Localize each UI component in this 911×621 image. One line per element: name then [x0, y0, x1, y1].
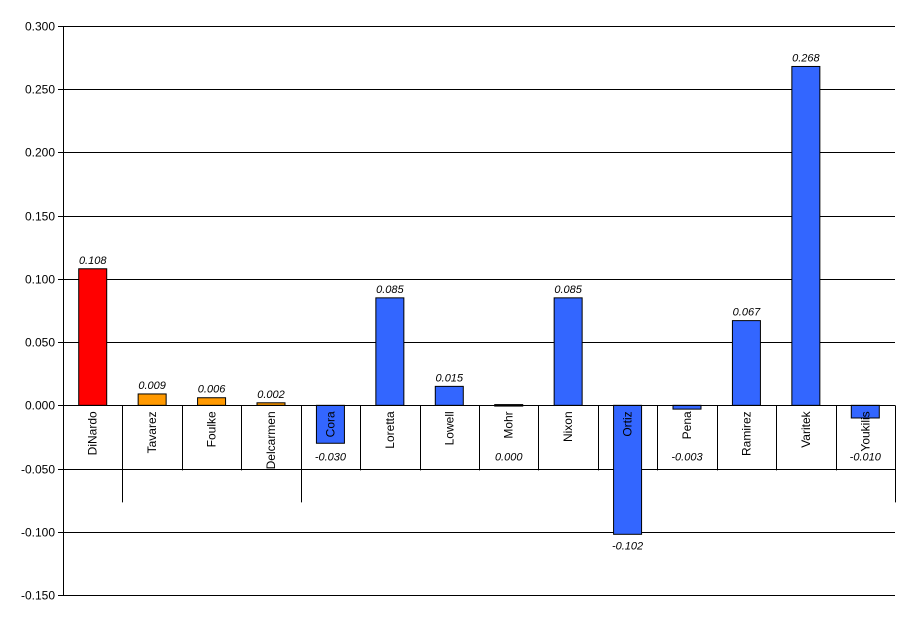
y-tick-label: 0.250 — [25, 83, 55, 97]
category-label: Foulke — [205, 411, 219, 447]
y-tick-label: 0.000 — [25, 399, 55, 413]
bar-nixon — [553, 297, 583, 406]
data-label: -0.102 — [612, 540, 643, 552]
data-label: -0.003 — [671, 451, 703, 463]
y-tick-label: -0.050 — [21, 463, 55, 477]
category-label: DiNardo — [86, 411, 100, 455]
y-tick-label: 0.300 — [25, 20, 55, 34]
category-label: Delcarmen — [264, 411, 278, 469]
bar-delcarmen — [256, 402, 286, 406]
data-label: 0.067 — [733, 307, 761, 319]
y-tick-label: 0.200 — [25, 146, 55, 160]
category-label: Ramirez — [739, 411, 753, 456]
bar-tavarez — [137, 393, 167, 406]
category-label: Varitek — [799, 410, 813, 447]
category-label: Nixon — [561, 411, 575, 442]
bar-lowell — [434, 385, 464, 406]
category-label: Youkilis — [858, 411, 872, 451]
y-tick-label: 0.150 — [25, 210, 55, 224]
data-label: 0.015 — [436, 372, 464, 384]
bar-ramirez — [731, 320, 761, 406]
y-axis-ticks: 0.300 0.250 0.200 0.150 0.100 0.050 0.000 -0.05… — [21, 20, 55, 603]
y-tick-label: -0.100 — [21, 526, 55, 540]
category-label: Pena — [680, 411, 694, 439]
data-label: 0.108 — [79, 255, 107, 267]
category-separators — [63, 405, 896, 503]
bars — [78, 65, 880, 535]
y-tick-label: 0.050 — [25, 336, 55, 350]
data-label: 0.085 — [554, 284, 582, 296]
category-label: Lowell — [442, 411, 456, 445]
bar-cora — [315, 404, 345, 444]
y-tick-label: -0.150 — [21, 589, 55, 603]
y-tick-label: 0.100 — [25, 273, 55, 287]
data-label: 0.006 — [198, 384, 226, 396]
category-label: Ortiz — [621, 411, 635, 436]
bar-dinardo — [78, 268, 108, 406]
category-label: Loretta — [383, 411, 397, 449]
category-label: Cora — [323, 411, 337, 437]
data-label: -0.030 — [315, 451, 347, 463]
data-label: -0.010 — [850, 451, 882, 463]
category-label: Tavarez — [145, 411, 159, 453]
bar-loretta — [375, 297, 405, 406]
category-label: Mohr — [502, 411, 516, 438]
data-labels: 0.108 0.009 0.006 0.002 -0.030 0.085 0.015 0.00… — [79, 52, 882, 552]
data-label: 0.268 — [792, 52, 820, 64]
category-labels: DiNardo Tavarez Foulke Delcarmen Cora Loretta… — [86, 410, 873, 469]
gridlines — [58, 26, 895, 596]
data-label: 0.000 — [495, 451, 523, 463]
data-label: 0.085 — [376, 284, 404, 296]
bar-ortiz — [613, 404, 643, 535]
bar-varitek — [791, 65, 821, 406]
data-label: 0.009 — [138, 380, 166, 392]
bar-foulke — [197, 397, 227, 406]
data-label: 0.002 — [257, 389, 285, 401]
